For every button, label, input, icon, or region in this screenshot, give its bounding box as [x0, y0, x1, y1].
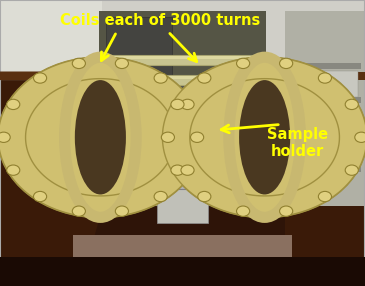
- Text: Coils each of 3000 turns: Coils each of 3000 turns: [61, 13, 261, 27]
- Circle shape: [154, 73, 167, 83]
- Bar: [99, 55, 266, 65]
- Circle shape: [7, 99, 20, 110]
- Bar: [157, 189, 208, 223]
- PathPatch shape: [0, 57, 203, 217]
- Polygon shape: [226, 72, 365, 80]
- Bar: [292, 140, 358, 166]
- Circle shape: [72, 58, 85, 69]
- Bar: [99, 196, 266, 199]
- Bar: [288, 132, 361, 137]
- Circle shape: [34, 191, 47, 202]
- Bar: [99, 195, 266, 205]
- Bar: [151, 126, 214, 189]
- Bar: [292, 72, 358, 97]
- Circle shape: [34, 73, 47, 83]
- Bar: [0, 0, 102, 129]
- Circle shape: [154, 191, 167, 202]
- Bar: [99, 101, 266, 111]
- Bar: [99, 11, 266, 206]
- Circle shape: [198, 73, 211, 83]
- Ellipse shape: [75, 80, 126, 194]
- Ellipse shape: [239, 80, 290, 194]
- Circle shape: [161, 132, 174, 142]
- Circle shape: [237, 58, 250, 69]
- Polygon shape: [0, 80, 139, 286]
- Bar: [99, 166, 266, 177]
- Circle shape: [115, 206, 128, 216]
- Circle shape: [181, 165, 194, 175]
- Circle shape: [171, 99, 184, 110]
- Circle shape: [345, 99, 358, 110]
- Circle shape: [191, 132, 204, 142]
- Circle shape: [0, 57, 203, 217]
- Bar: [288, 97, 361, 103]
- Circle shape: [318, 191, 331, 202]
- PathPatch shape: [162, 57, 365, 217]
- Bar: [285, 11, 365, 206]
- Bar: [106, 123, 252, 157]
- Bar: [292, 106, 358, 132]
- Bar: [106, 83, 252, 120]
- Bar: [106, 17, 172, 80]
- Circle shape: [26, 79, 175, 196]
- Circle shape: [72, 206, 85, 216]
- Circle shape: [280, 58, 293, 69]
- Circle shape: [171, 165, 184, 175]
- Bar: [106, 160, 252, 192]
- Bar: [288, 166, 361, 172]
- Bar: [99, 76, 266, 79]
- Circle shape: [198, 191, 211, 202]
- Circle shape: [0, 132, 10, 142]
- Polygon shape: [285, 80, 365, 286]
- Bar: [99, 75, 266, 85]
- Text: Sample
holder: Sample holder: [267, 127, 328, 159]
- Bar: [288, 63, 361, 69]
- Circle shape: [181, 99, 194, 110]
- Circle shape: [115, 58, 128, 69]
- Bar: [99, 132, 266, 142]
- Circle shape: [355, 132, 365, 142]
- Bar: [0, 257, 365, 286]
- Bar: [99, 134, 266, 136]
- Bar: [99, 102, 266, 104]
- Circle shape: [190, 79, 339, 196]
- Circle shape: [7, 165, 20, 175]
- Bar: [99, 56, 266, 59]
- Circle shape: [162, 57, 365, 217]
- Polygon shape: [0, 206, 365, 286]
- Circle shape: [237, 206, 250, 216]
- Circle shape: [345, 165, 358, 175]
- Circle shape: [280, 206, 293, 216]
- Bar: [99, 168, 266, 170]
- Bar: [73, 235, 292, 257]
- Circle shape: [318, 73, 331, 83]
- Polygon shape: [0, 72, 139, 80]
- Bar: [153, 129, 175, 186]
